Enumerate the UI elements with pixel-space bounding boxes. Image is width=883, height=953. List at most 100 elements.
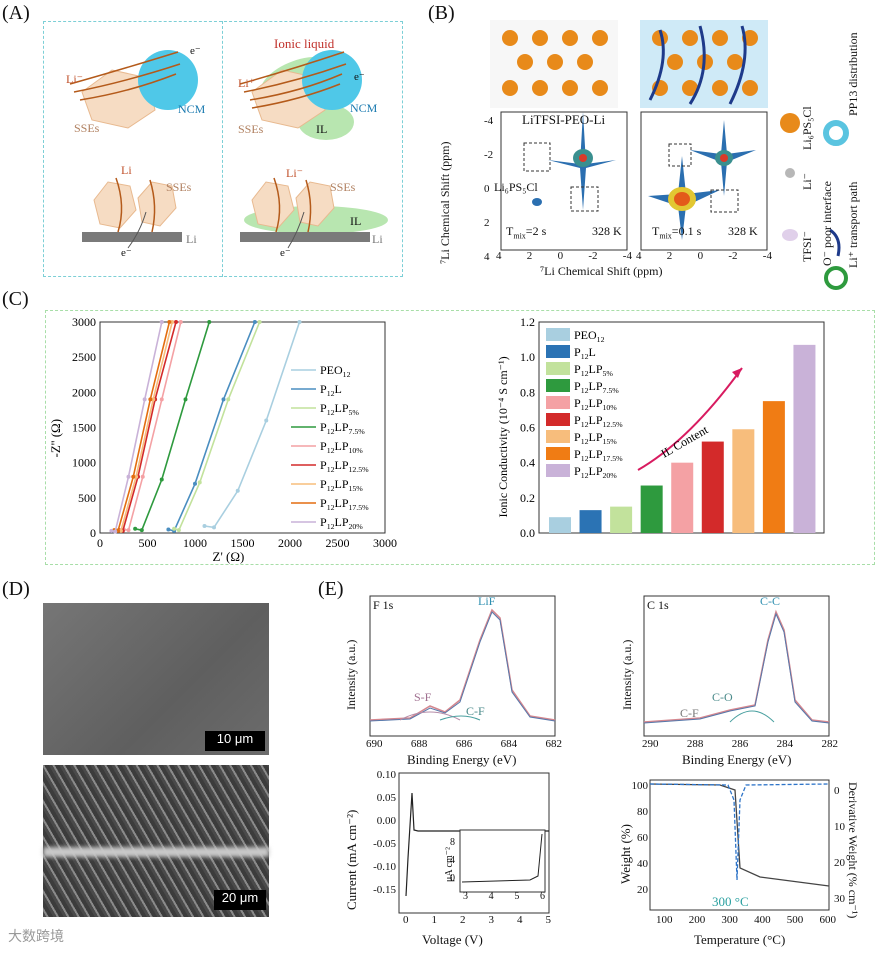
nyquist-point xyxy=(176,528,181,533)
nyquist-point xyxy=(202,523,207,528)
panel-label-c: (C) xyxy=(2,288,29,310)
nyquist-xtick: 3000 xyxy=(373,536,397,550)
nyquist-point xyxy=(212,525,216,530)
b-xlabel: ⁷Li Chemical Shift (ppm) xyxy=(540,264,663,278)
nyquist-legend-label: P12L xyxy=(320,382,342,398)
bar-legend-swatch xyxy=(546,464,570,477)
a-right-lim-label: Li xyxy=(372,232,383,246)
nyquist-point xyxy=(172,526,177,531)
nyquist-ytick: 1000 xyxy=(72,456,96,470)
nyquist-point xyxy=(118,528,123,533)
nyquist-point xyxy=(221,397,226,402)
nyquist-point xyxy=(174,320,178,324)
bar-legend-label: P12LP7.5% xyxy=(574,379,619,395)
sem-scale-bottom: 20 μm xyxy=(214,890,266,910)
nyquist-xtick: 500 xyxy=(139,536,157,550)
bar-legend-swatch xyxy=(546,345,570,358)
f1s-xticks: 690 688 686 684 682 xyxy=(366,738,562,750)
panel-label-b: (B) xyxy=(428,2,455,24)
bar xyxy=(549,517,571,533)
bar-legend-label: P12L xyxy=(574,345,596,361)
nyquist-ytick: 500 xyxy=(78,491,96,505)
a-left-sses2-label: SSEs xyxy=(166,180,192,194)
nyquist-point xyxy=(134,474,139,479)
a-ionic-liquid-label: Ionic liquid xyxy=(274,36,335,51)
lsv-yticks: 0.10 0.05 0.00 -0.05 -0.10 -0.15 xyxy=(373,769,396,896)
nyquist-legend-label: P12LP17.5% xyxy=(320,496,369,512)
nyquist-point xyxy=(167,320,172,324)
nyquist-point xyxy=(257,320,262,324)
a-right-il2-label: IL xyxy=(350,214,362,228)
a-left-e2-label: e⁻ xyxy=(121,247,132,259)
nyquist-legend-label: P12LP5% xyxy=(320,401,359,417)
panel-label-e: (E) xyxy=(318,578,344,600)
panel-label-d: (D) xyxy=(2,578,30,600)
sem-cross-section-band xyxy=(43,847,269,857)
bar xyxy=(793,344,816,533)
nyquist-frame xyxy=(99,321,386,534)
a-left-ncm-label: NCM xyxy=(178,102,206,116)
bar-ylabel: Ionic Conductivity (10⁻⁴ S cm⁻¹) xyxy=(496,356,510,517)
a-left-li-label: Li⁻ xyxy=(66,72,83,86)
bar-legend-label: P12LP17.5% xyxy=(574,447,623,463)
b-xticks-left: 4 2 0 -2 -4 xyxy=(496,250,632,262)
bar xyxy=(762,401,785,533)
bar-trend-arrow xyxy=(637,367,743,471)
nyquist-point xyxy=(235,488,240,493)
bar-legend-label: P12LP10% xyxy=(574,396,617,412)
nyquist-point xyxy=(264,418,269,423)
tga-xticks: 100 200 300 400 500 600 xyxy=(656,914,836,926)
b-temp1: 328 K xyxy=(592,224,622,238)
bar-ytick: 0.6 xyxy=(520,421,535,435)
nyquist-point xyxy=(109,528,114,533)
bar xyxy=(671,462,694,533)
nyquist-ytick: 1500 xyxy=(72,421,96,435)
nyquist-point xyxy=(193,481,197,486)
bar-legend-swatch xyxy=(546,379,570,392)
nyquist-point xyxy=(297,320,302,324)
nyquist-legend-label: P12LP10% xyxy=(320,439,363,455)
nyquist-point xyxy=(113,529,118,534)
nyquist-ytick: 0 xyxy=(90,526,96,540)
tga-yticks: 100 80 60 40 20 xyxy=(631,780,649,896)
c1s-co-label: C-O xyxy=(712,690,733,704)
a-right-e2-label: e⁻ xyxy=(280,247,291,259)
panel-a-frame xyxy=(43,21,403,277)
panel-c-frame xyxy=(45,310,875,565)
nyquist-point xyxy=(207,320,212,324)
bar-legend-label: P12LP15% xyxy=(574,430,617,446)
nyquist-point xyxy=(178,320,183,324)
a-left-e1-label: e⁻ xyxy=(190,45,201,57)
f1s-sf-label: S-F xyxy=(414,690,432,704)
bar xyxy=(701,441,724,533)
tga-xlabel: Temperature (°C) xyxy=(694,932,786,947)
b-tmix1: Tmix=2 s xyxy=(506,224,547,241)
nyquist-ytick: 2000 xyxy=(72,385,96,399)
bar xyxy=(610,506,633,533)
a-right-sses2-label: SSEs xyxy=(330,180,356,194)
a-right-sses-label: SSEs xyxy=(238,122,264,136)
nyquist-xtick: 2000 xyxy=(278,536,302,550)
f1s-cf-label: C-F xyxy=(466,704,485,718)
bar-ytick: 0.4 xyxy=(520,456,535,470)
nyquist-point xyxy=(142,397,147,402)
bar-legend-swatch xyxy=(546,396,570,409)
nyquist-point xyxy=(159,320,164,324)
tga-y2label: Derivative Weight (% cm⁻¹) xyxy=(846,782,860,919)
bar-ytick: 0.2 xyxy=(520,491,535,505)
b-yticks: -4 -2 0 2 4 xyxy=(484,115,494,263)
nyquist-xtick: 2500 xyxy=(326,536,350,550)
nyquist-point xyxy=(252,320,257,324)
bar-legend-swatch xyxy=(546,430,570,443)
bar-legend-swatch xyxy=(546,328,570,341)
nyquist-xtick: 1500 xyxy=(231,536,255,550)
bar-legend-label: P12LP12.5% xyxy=(574,413,623,429)
nyquist-xtick: 1000 xyxy=(183,536,207,550)
a-right-li-label: Li⁺ xyxy=(238,76,255,90)
nyquist-point xyxy=(166,527,171,532)
